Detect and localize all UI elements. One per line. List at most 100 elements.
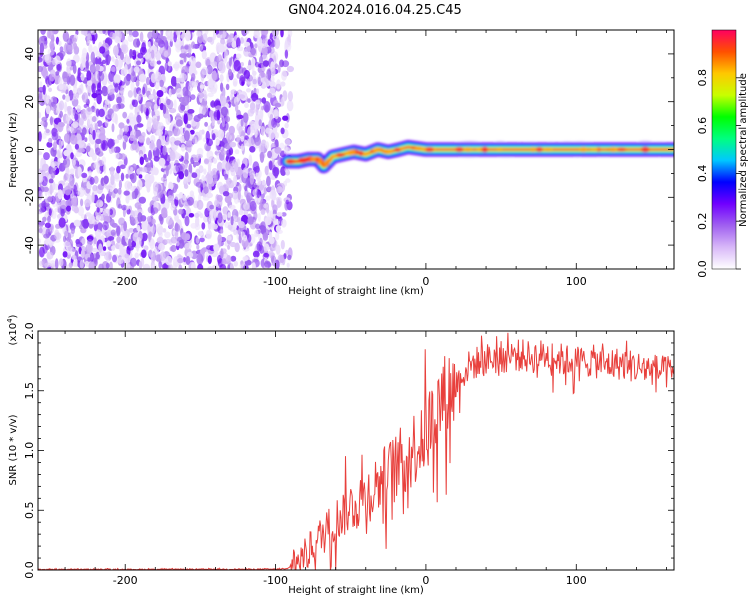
noise-blob (58, 40, 62, 47)
noise-blob (39, 246, 45, 258)
noise-blob (275, 225, 281, 233)
noise-blob (202, 195, 210, 201)
noise-blob (133, 66, 140, 74)
noise-blob (91, 219, 99, 225)
noise-blob (147, 41, 152, 48)
noise-blob (163, 50, 169, 58)
noise-blob (279, 142, 285, 149)
noise-blob (109, 209, 113, 216)
noise-blob (136, 60, 141, 66)
noise-blob (117, 187, 122, 195)
noise-blob (90, 51, 96, 63)
noise-blob (76, 87, 82, 95)
noise-blob (254, 229, 259, 238)
noise-blob (57, 121, 64, 133)
noise-blob (123, 75, 131, 86)
noise-blob (242, 202, 250, 211)
noise-blob (271, 51, 279, 62)
noise-blob (276, 212, 283, 217)
noise-blob (99, 46, 106, 54)
noise-blob (38, 90, 43, 100)
noise-blob (183, 55, 187, 63)
noise-blob (42, 216, 47, 222)
ridge-hotspot (317, 159, 323, 165)
colorbar-frame (711, 29, 737, 270)
noise-blob (114, 139, 120, 144)
noise-blob (117, 60, 122, 67)
noise-blob (87, 238, 93, 246)
noise-blob (183, 176, 187, 184)
noise-blob (271, 67, 276, 77)
noise-blob (256, 36, 263, 47)
noise-blob (221, 258, 227, 266)
noise-blob (58, 139, 62, 151)
noise-blob (131, 257, 136, 267)
noise-blob (89, 64, 96, 73)
noise-blob (66, 38, 73, 45)
noise-blob (195, 61, 202, 69)
noise-blob (102, 221, 109, 231)
noise-blob (121, 44, 129, 54)
noise-blob (184, 30, 191, 42)
x-tick-label: 100 (566, 275, 587, 288)
noise-blob (124, 180, 132, 191)
noise-blob (64, 101, 68, 113)
noise-blob (80, 56, 85, 65)
noise-blob (254, 43, 258, 49)
noise-blob (207, 78, 215, 89)
noise-blob (271, 198, 275, 208)
noise-blob (66, 205, 71, 212)
noise-blob (203, 94, 207, 102)
noise-blob (173, 99, 177, 110)
noise-blob (94, 56, 102, 66)
colorbar-label: Normalized spectral amplitude (738, 73, 749, 227)
noise-blob (98, 263, 104, 269)
ridge-hotspot (615, 147, 627, 152)
noise-blob (209, 110, 214, 118)
noise-blob (104, 119, 109, 127)
noise-blob (273, 109, 279, 117)
noise-blob (75, 30, 79, 36)
noise-blob (147, 51, 151, 59)
noise-blob (238, 94, 246, 99)
noise-blob (122, 111, 128, 119)
noise-blob (133, 124, 138, 131)
noise-blob (252, 250, 260, 258)
noise-blob (56, 63, 62, 71)
noise-blob (65, 264, 70, 269)
noise-blob (118, 122, 125, 129)
y-tick-label: -20 (23, 188, 36, 206)
noise-blob (226, 235, 232, 241)
noise-blob (120, 51, 124, 61)
noise-blob (274, 37, 281, 49)
noise-blob (246, 45, 251, 53)
noise-blob (195, 31, 202, 37)
noise-blob (228, 125, 235, 135)
noise-blob (264, 141, 270, 149)
noise-blob (103, 208, 111, 216)
noise-blob (132, 99, 138, 108)
noise-blob (201, 129, 205, 135)
noise-blob (158, 243, 165, 251)
noise-blob (111, 56, 115, 62)
noise-blob (226, 34, 232, 47)
noise-blob (60, 199, 67, 209)
noise-blob (130, 116, 136, 128)
noise-blob (236, 46, 244, 52)
colorbar-tick-label: 0.0 (696, 260, 709, 278)
noise-blob (103, 175, 109, 185)
noise-blob (73, 219, 81, 227)
noise-blob (243, 139, 248, 147)
noise-blob (81, 92, 89, 103)
noise-blob (227, 68, 233, 77)
noise-blob (149, 239, 155, 250)
noise-blob (205, 58, 211, 67)
noise-blob (243, 69, 251, 79)
noise-blob (150, 135, 156, 144)
noise-blob (146, 137, 151, 146)
noise-blob (55, 71, 60, 76)
noise-blob (261, 105, 265, 111)
noise-blob (77, 187, 85, 198)
noise-blob (146, 162, 152, 172)
noise-blob (229, 141, 237, 148)
